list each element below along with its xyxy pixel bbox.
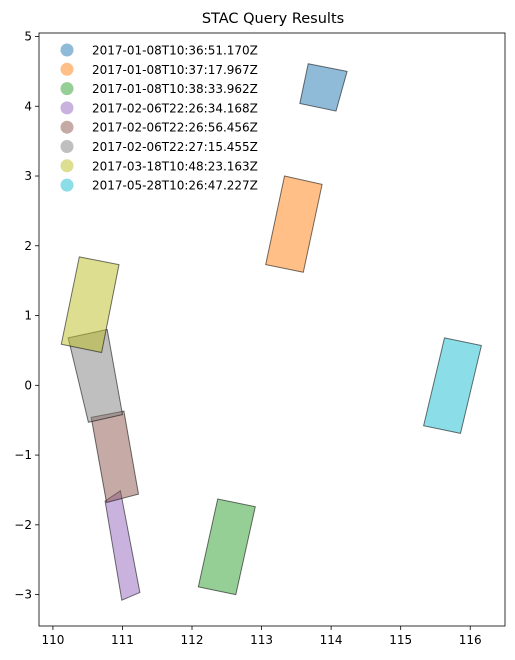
legend-label: 2017-02-06T22:27:15.455Z bbox=[92, 140, 258, 154]
y-tick-label: 2 bbox=[24, 239, 32, 253]
y-tick-label: 1 bbox=[24, 309, 32, 323]
x-tick-label: 114 bbox=[320, 633, 343, 647]
legend: 2017-01-08T10:36:51.170Z 2017-01-08T10:37… bbox=[60, 43, 258, 193]
y-tick-label: 0 bbox=[24, 378, 32, 392]
y-tick-label: 4 bbox=[24, 99, 32, 113]
chart-title: STAC Query Results bbox=[202, 11, 344, 27]
y-tick-label: 5 bbox=[24, 29, 32, 43]
footprint-polygon-8 bbox=[422, 337, 483, 434]
x-tick-label: 115 bbox=[389, 633, 412, 647]
legend-marker bbox=[60, 62, 74, 76]
legend-marker bbox=[60, 101, 74, 115]
y-tick-label: −1 bbox=[14, 448, 32, 462]
x-tick-label: 112 bbox=[181, 633, 204, 647]
legend-marker bbox=[60, 120, 74, 134]
legend-marker bbox=[60, 140, 74, 153]
legend-label: 2017-01-08T10:36:51.170Z bbox=[92, 44, 258, 58]
x-tick-label: 110 bbox=[41, 633, 64, 647]
y-tick-label: −3 bbox=[14, 588, 32, 602]
legend-marker bbox=[60, 82, 74, 96]
plot-frame bbox=[38, 32, 506, 627]
footprint-polygon-3 bbox=[197, 498, 256, 596]
legend-label: 2017-01-08T10:37:17.967Z bbox=[92, 63, 258, 77]
legend-marker bbox=[60, 159, 74, 173]
footprint-polygon-2 bbox=[265, 175, 323, 273]
x-tick-label: 113 bbox=[250, 633, 273, 647]
x-tick-label: 116 bbox=[459, 633, 482, 647]
footprint-polygon-7 bbox=[60, 256, 120, 354]
legend-label: 2017-02-06T22:26:34.168Z bbox=[92, 101, 258, 115]
y-tick-label: 3 bbox=[24, 169, 32, 183]
legend-marker bbox=[60, 178, 74, 192]
y-axis: −3 −2 −1 0 1 2 3 4 5 bbox=[14, 29, 39, 602]
y-tick-label: −2 bbox=[14, 518, 32, 532]
footprint-polygon-1 bbox=[299, 63, 348, 112]
x-tick-label: 111 bbox=[111, 633, 134, 647]
legend-label: 2017-02-06T22:26:56.456Z bbox=[92, 121, 258, 135]
legend-label: 2017-01-08T10:38:33.962Z bbox=[92, 82, 258, 96]
polygon-layer bbox=[60, 63, 483, 601]
x-axis: 110 111 112 113 114 115 116 bbox=[41, 626, 482, 647]
legend-label: 2017-05-28T10:26:47.227Z bbox=[92, 179, 258, 193]
legend-label: 2017-03-18T10:48:23.163Z bbox=[92, 159, 258, 173]
legend-marker bbox=[60, 43, 74, 57]
